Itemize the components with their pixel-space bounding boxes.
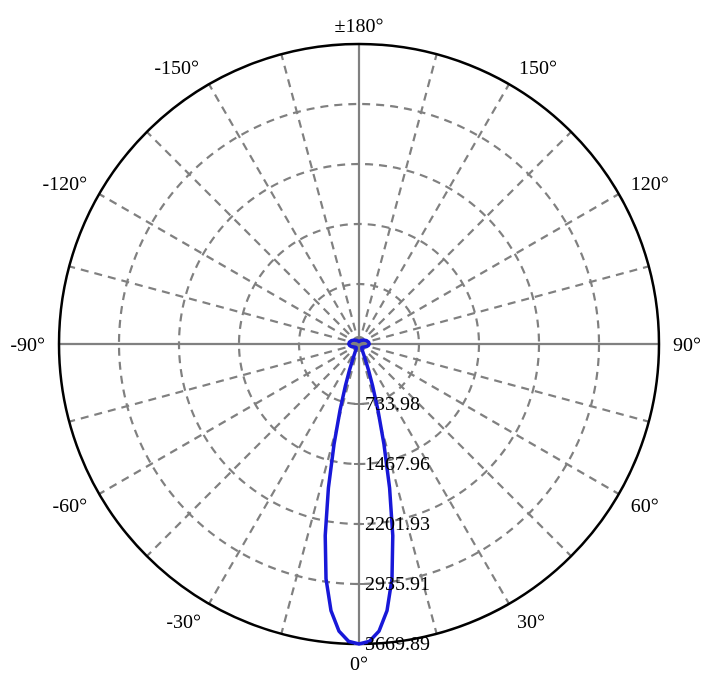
ring-label: 733.98 (365, 393, 420, 415)
angle-label: 120° (631, 173, 669, 195)
angle-label: -150° (154, 57, 199, 79)
angle-label: -60° (53, 495, 88, 517)
ring-label: 2201.93 (365, 513, 430, 535)
angle-label: 60° (631, 495, 659, 517)
angle-label: 90° (673, 334, 701, 356)
ring-label: 3669.89 (365, 633, 430, 655)
ring-label: 1467.96 (365, 453, 430, 475)
angle-label: -120° (43, 173, 88, 195)
angle-label: ±180° (335, 15, 384, 37)
angle-label: 0° (350, 653, 368, 675)
angle-label: -90° (10, 334, 45, 356)
polar-chart: 733.98 1467.96 2201.93 2935.91 3669.890° 30° 6… (0, 0, 718, 689)
angle-label: -30° (166, 611, 201, 633)
ring-label: 2935.91 (365, 573, 430, 595)
angle-label: 150° (519, 57, 557, 79)
angle-label: 30° (517, 611, 545, 633)
